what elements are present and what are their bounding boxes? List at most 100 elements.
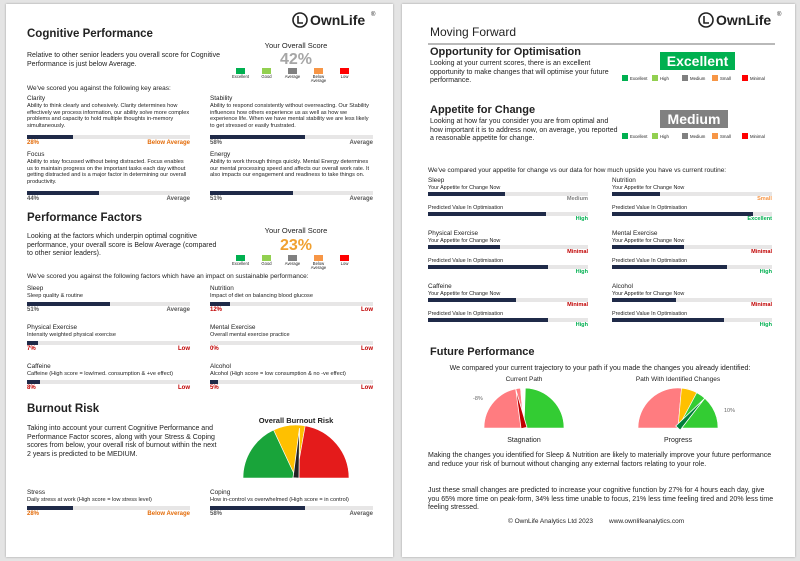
- section-text: Looking at your current scores, there is…: [430, 60, 609, 85]
- legend-swatch: [652, 133, 658, 139]
- legend-swatch: [622, 133, 628, 139]
- section-intro: Relative to other senior leaders you ove…: [27, 52, 220, 68]
- bar-label: Your Appetite for Change Now: [612, 238, 685, 244]
- gauge-needle: [292, 428, 300, 479]
- bar-label: Your Appetite for Change Now: [428, 291, 501, 297]
- bar-track: [210, 341, 373, 345]
- level-label: Medium: [566, 196, 588, 202]
- item-rating: Low: [361, 307, 373, 313]
- legend-label: Good: [261, 261, 272, 266]
- section-title: Cognitive Performance: [27, 28, 153, 40]
- legend-label: Low: [340, 261, 349, 266]
- item-rating: Average: [166, 196, 190, 202]
- item-description: Overall mental exercise practice: [210, 332, 290, 338]
- bar-fill: [27, 302, 111, 306]
- item-score: 7%: [27, 346, 36, 352]
- logo-mark: ®: [371, 12, 376, 18]
- bar-track: [428, 192, 588, 196]
- bar-fill: [27, 341, 39, 345]
- legend-label: High: [660, 76, 669, 81]
- gauge-needle: [515, 388, 528, 430]
- level-label: High: [575, 216, 588, 222]
- logo-text: OwnLife: [310, 12, 366, 28]
- item-description: Daily stress at work (High score = low s…: [27, 497, 152, 503]
- bar-fill: [210, 506, 305, 510]
- item-score: 58%: [210, 511, 223, 517]
- item-name: Nutrition: [210, 285, 234, 292]
- item-score: 58%: [210, 140, 223, 146]
- legend-swatch: [682, 133, 688, 139]
- item-rating: Below Average: [147, 140, 190, 146]
- legend-swatch: [262, 68, 271, 74]
- bar-fill: [210, 302, 230, 306]
- bar-fill: [428, 265, 548, 269]
- bar-track: [612, 298, 772, 302]
- bar-fill: [428, 318, 548, 322]
- legend-swatch: [742, 133, 748, 139]
- level-label: Minimal: [567, 249, 588, 255]
- item-description: How in-control vs overwhelmed (High scor…: [210, 497, 349, 503]
- level-label: Small: [757, 196, 772, 202]
- bar-track: [210, 302, 373, 306]
- item-description: Ability to work through things quickly. …: [210, 159, 370, 179]
- item-score: 28%: [27, 511, 40, 517]
- item-description: Sleep quality & routine: [27, 293, 83, 299]
- level-label: Minimal: [751, 302, 772, 308]
- bar-track: [27, 341, 190, 345]
- legend-label: High: [660, 134, 669, 139]
- item-name: Coping: [210, 489, 231, 496]
- legend-swatch: [314, 68, 323, 74]
- legend-label: Excellent: [630, 76, 648, 81]
- bar-fill: [428, 298, 516, 302]
- section-title: Future Performance: [430, 346, 535, 358]
- legend-label: Excellent: [232, 74, 249, 79]
- item-name: Caffeine: [27, 363, 51, 370]
- item-description: Ability to think clearly and cohesively.…: [27, 103, 190, 130]
- bar-fill: [612, 265, 728, 269]
- level-label: Excellent: [747, 216, 772, 222]
- item-name: Mental Exercise: [210, 324, 256, 331]
- item-score: 12%: [210, 307, 223, 313]
- item-name: Physical Exercise: [428, 230, 479, 237]
- legend-label: Below Average: [310, 261, 327, 271]
- rating-badge: Excellent: [660, 52, 735, 70]
- section-text: Taking into account your current Cogniti…: [27, 425, 217, 458]
- footer-copyright: © OwnLife Analytics Ltd 2023: [508, 518, 594, 525]
- item-description: Ability to stay focussed without being d…: [27, 159, 187, 186]
- bar-track: [27, 506, 190, 510]
- gauge-outcome: Progress: [663, 437, 692, 444]
- page-header: Moving Forward: [430, 25, 517, 39]
- level-label: Minimal: [751, 249, 772, 255]
- bar-fill: [612, 212, 753, 216]
- bar-label: Predicted Value In Optimisation: [428, 311, 504, 317]
- item-rating: Average: [349, 196, 373, 202]
- item-name: Energy: [210, 151, 231, 158]
- legend-label: Small: [720, 134, 731, 139]
- right-page: [402, 4, 795, 557]
- bar-fill: [428, 192, 505, 196]
- section-subheading: We've scored you against the following f…: [27, 273, 309, 280]
- legend-swatch: [262, 255, 271, 261]
- bar-fill: [612, 318, 724, 322]
- legend-swatch: [340, 255, 349, 261]
- gauge-title: Current Path: [505, 376, 543, 383]
- gauge-change: 10%: [724, 408, 736, 414]
- item-name: Clarity: [27, 95, 46, 102]
- gauge-segment: [637, 387, 682, 429]
- bar-fill: [428, 245, 500, 249]
- item-score: 5%: [210, 385, 219, 391]
- section-title: Performance Factors: [27, 212, 143, 224]
- gauge-title: Path With Identified Changes: [635, 376, 721, 383]
- gauge-needle: [675, 397, 706, 431]
- legend-swatch: [712, 75, 718, 81]
- score-heading: Your Overall Score: [264, 226, 328, 235]
- item-rating: Low: [178, 385, 190, 391]
- bar-track: [428, 245, 588, 249]
- legend-label: Average: [284, 261, 301, 266]
- item-description: Caffeine (High score = low/med. consumpt…: [27, 371, 173, 377]
- bar-label: Your Appetite for Change Now: [612, 291, 685, 297]
- legend-label: Excellent: [630, 134, 648, 139]
- bar-label: Your Appetite for Change Now: [612, 185, 685, 191]
